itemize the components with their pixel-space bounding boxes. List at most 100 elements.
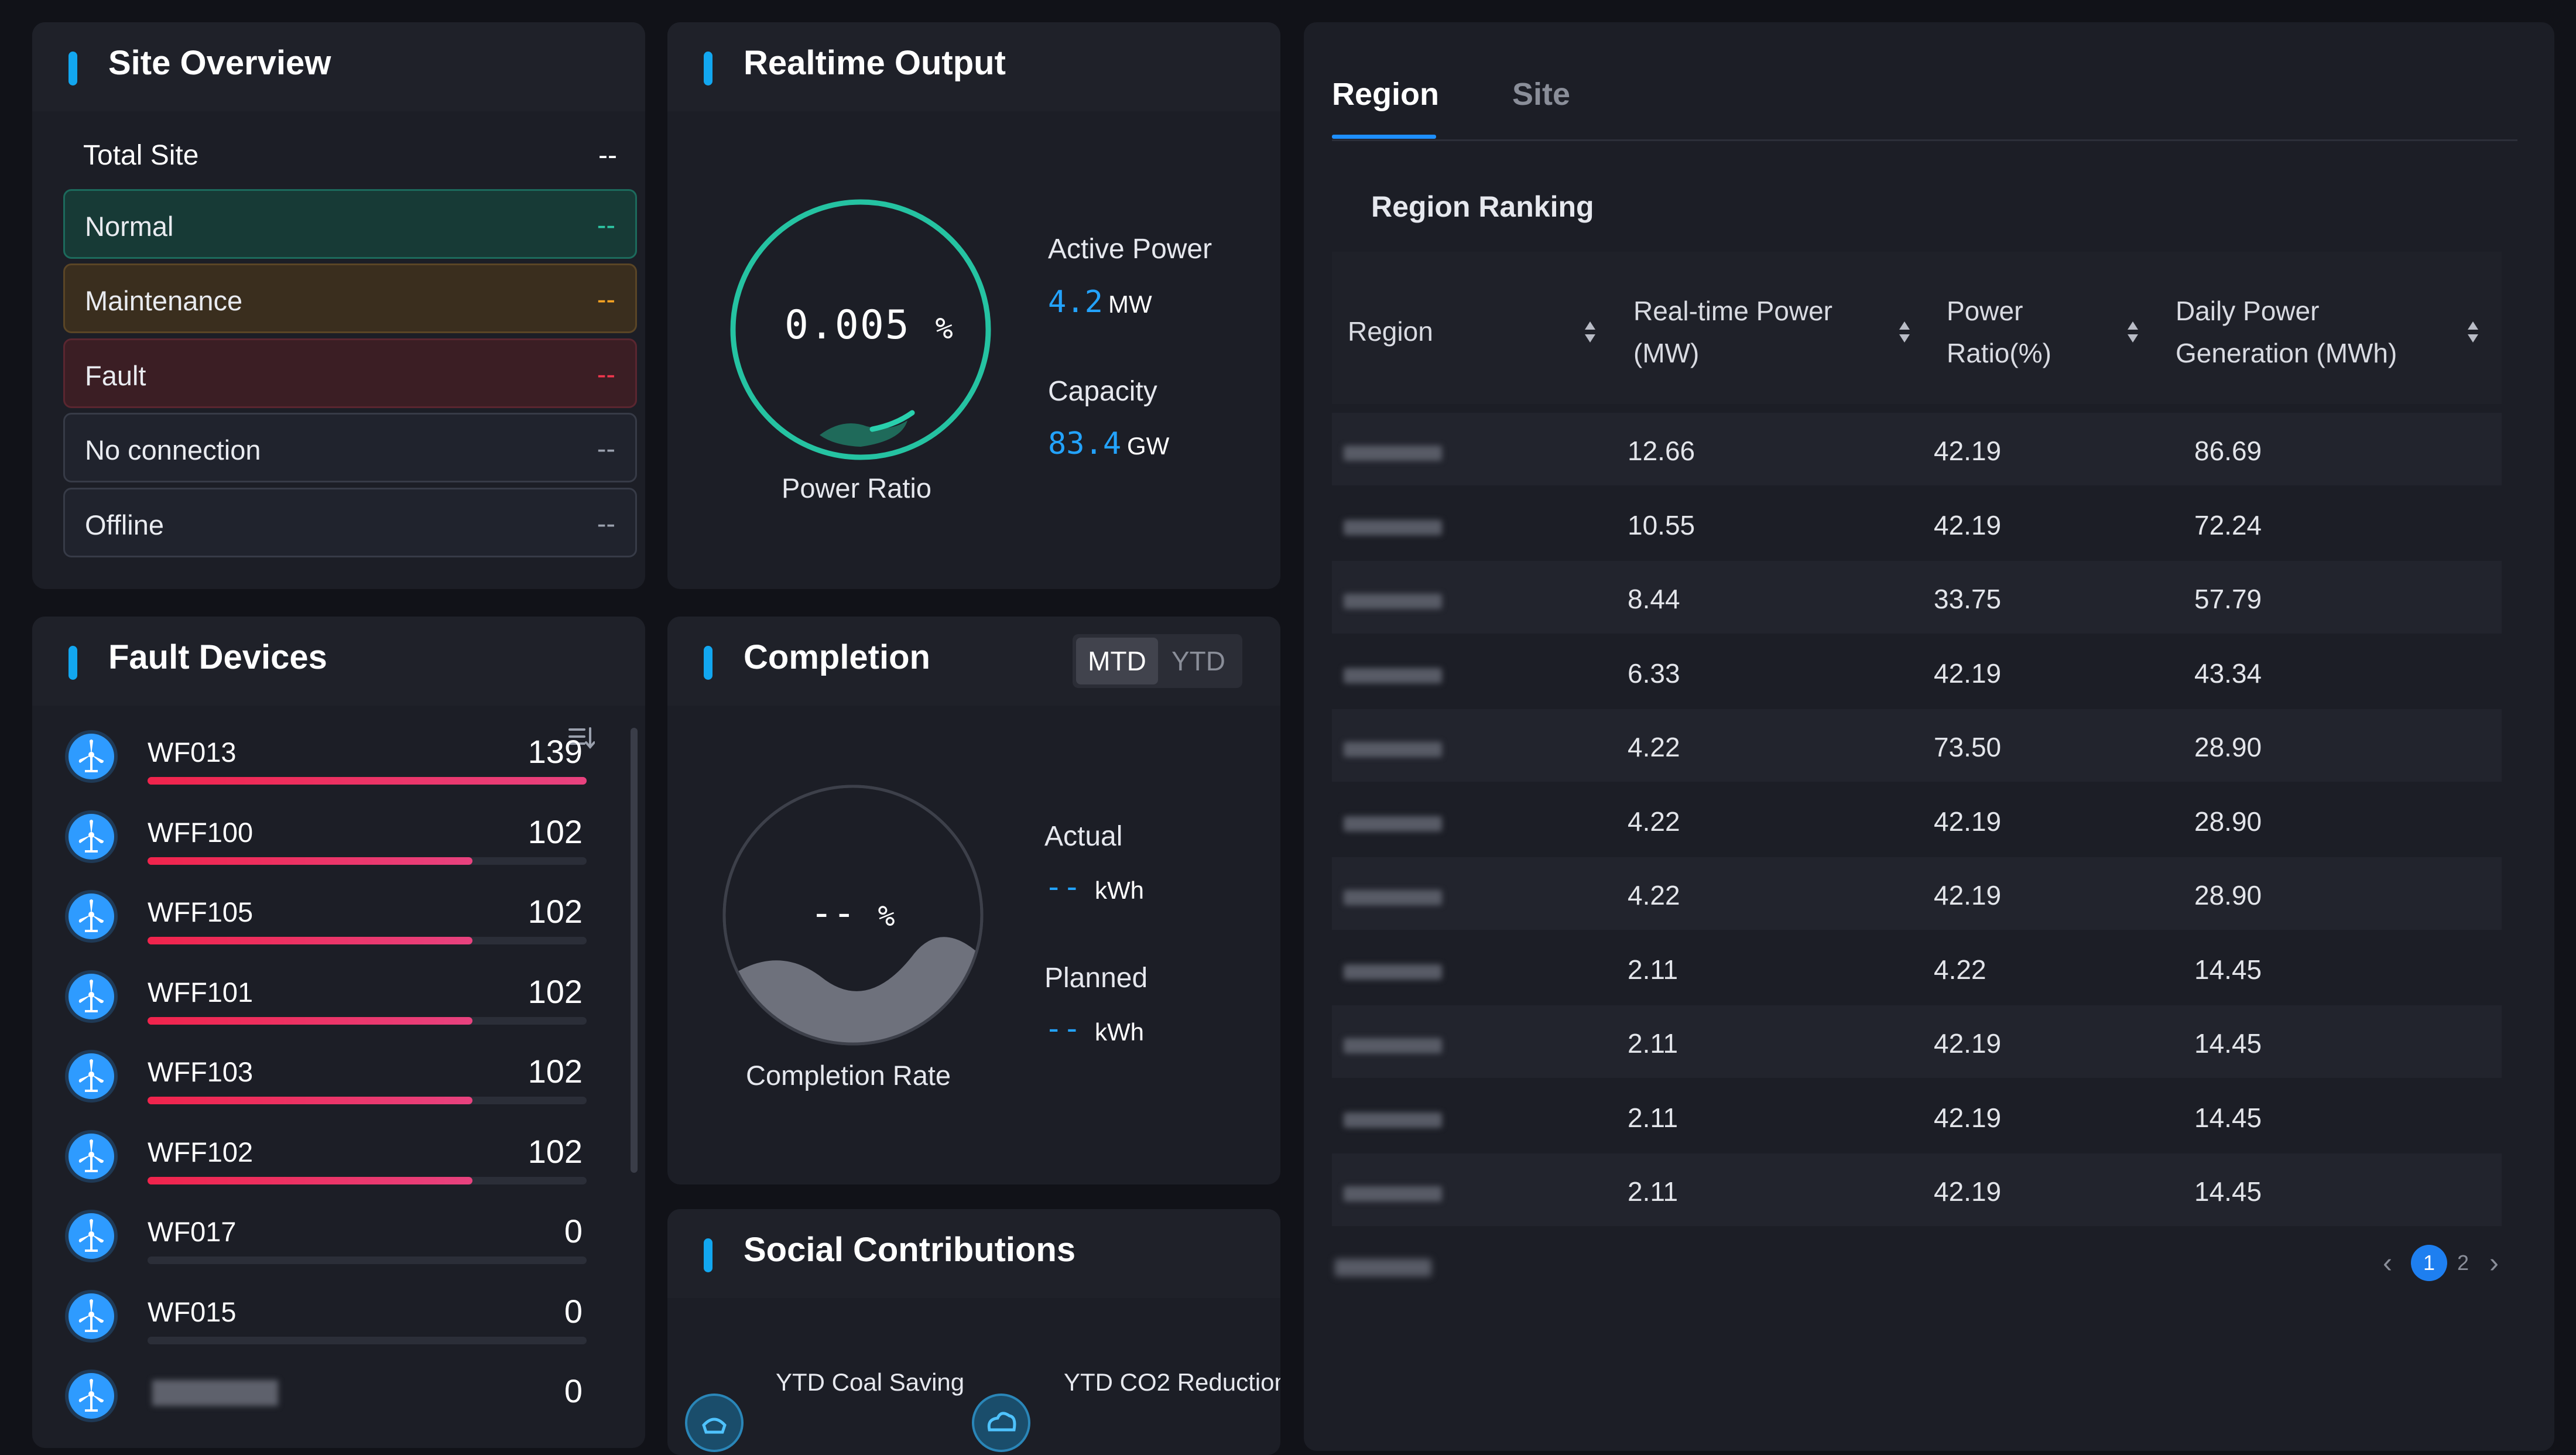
pager-next-button[interactable]: › xyxy=(2489,1248,2499,1279)
table-row[interactable]: 12.66 42.19 86.69 xyxy=(1332,413,2502,485)
completion-wave xyxy=(724,937,982,1044)
social-contributions-header: Social Contributions xyxy=(667,1209,1280,1298)
fault-count: 102 xyxy=(527,813,583,850)
realtime-power-cell: 4.22 xyxy=(1628,732,1680,762)
fault-progress-track xyxy=(148,1257,587,1264)
table-row[interactable]: 8.44 33.75 57.79 xyxy=(1332,561,2502,634)
column-header-realtime-power[interactable]: Real-time Power (MW) xyxy=(1633,290,1832,374)
status-label: Offline xyxy=(85,509,164,540)
region-name-blurred xyxy=(1344,1186,1442,1201)
device-name-blurred xyxy=(152,1380,278,1406)
power-ratio-cell: 42.19 xyxy=(1934,436,2002,466)
power-ratio-unit: % xyxy=(935,311,954,345)
region-name-blurred xyxy=(1344,1112,1442,1128)
fault-progress-track xyxy=(148,1097,587,1104)
power-ratio-cell: 42.19 xyxy=(1934,1176,2002,1207)
table-row[interactable]: 4.22 73.50 28.90 xyxy=(1332,709,2502,782)
list-scrollbar[interactable] xyxy=(631,728,638,1173)
wind-turbine-icon xyxy=(68,1293,114,1339)
fault-count: 102 xyxy=(527,1053,583,1090)
completion-rate-value: -- % xyxy=(810,892,895,935)
column-header-region[interactable]: Region xyxy=(1348,310,1433,352)
region-name-blurred xyxy=(1344,594,1442,609)
fault-device-row[interactable]: 0 xyxy=(32,1368,641,1448)
status-row-fault[interactable]: Fault -- xyxy=(63,338,637,408)
status-label: No connection xyxy=(85,434,261,465)
social-contributions-title: Social Contributions xyxy=(744,1231,1076,1269)
realtime-power-header-line2: (MW) xyxy=(1633,338,1700,368)
toggle-mtd[interactable]: MTD xyxy=(1076,638,1158,684)
status-row-normal[interactable]: Normal -- xyxy=(63,189,637,259)
fault-device-row[interactable]: WFF101 102 xyxy=(32,969,641,1049)
status-row-offline[interactable]: Offline -- xyxy=(63,488,637,557)
active-power-value: 4.2 xyxy=(1048,285,1103,320)
power-ratio-cell: 42.19 xyxy=(1934,806,2002,837)
pager-page-2[interactable]: 2 xyxy=(2457,1251,2469,1275)
realtime-power-cell: 10.55 xyxy=(1628,509,1695,540)
completion-title: Completion xyxy=(744,638,930,676)
fault-device-row[interactable]: WFF103 102 xyxy=(32,1049,641,1128)
fault-count: 102 xyxy=(527,1132,583,1170)
realtime-power-cell: 2.11 xyxy=(1628,954,1678,985)
pager-prev-button[interactable]: ‹ xyxy=(2383,1248,2392,1279)
daily-generation-cell: 28.90 xyxy=(2194,806,2262,837)
table-row[interactable]: 6.33 42.19 43.34 xyxy=(1332,635,2502,708)
wind-turbine-icon xyxy=(68,734,114,779)
daily-generation-header-line2: Generation (MWh) xyxy=(2176,338,2397,368)
fault-progress-fill xyxy=(148,777,587,785)
total-site-row: Total Site -- xyxy=(63,133,637,180)
fault-device-row[interactable]: WF015 0 xyxy=(32,1289,641,1368)
column-header-daily-generation[interactable]: Daily Power Generation (MWh) xyxy=(2176,290,2397,374)
device-name: WF015 xyxy=(148,1296,237,1327)
planned-value: -- xyxy=(1044,1011,1081,1046)
table-row[interactable]: 2.11 42.19 14.45 xyxy=(1332,1005,2502,1078)
sort-icon[interactable] xyxy=(1898,319,1911,345)
region-name-blurred xyxy=(1344,816,1442,831)
table-row[interactable]: 4.22 42.19 28.90 xyxy=(1332,857,2502,930)
status-value: -- xyxy=(597,283,615,314)
table-row[interactable]: 10.55 42.19 72.24 xyxy=(1332,487,2502,560)
status-value: -- xyxy=(597,358,615,389)
tab-site[interactable]: Site xyxy=(1512,77,1571,112)
status-row-maintenance[interactable]: Maintenance -- xyxy=(63,263,637,333)
fault-device-row[interactable]: WFF100 102 xyxy=(32,809,641,889)
power-ratio-cell: 73.50 xyxy=(1934,732,2002,762)
fault-device-row[interactable]: WFF105 102 xyxy=(32,889,641,968)
realtime-power-cell: 4.22 xyxy=(1628,880,1680,910)
fault-count: 102 xyxy=(527,973,583,1010)
fault-device-row[interactable]: WFF102 102 xyxy=(32,1129,641,1208)
table-row[interactable]: 4.22 42.19 28.90 xyxy=(1332,783,2502,856)
tab-region[interactable]: Region xyxy=(1332,77,1439,112)
table-row[interactable]: 2.11 4.22 14.45 xyxy=(1332,931,2502,1004)
fault-device-row[interactable]: WF013 139 xyxy=(32,729,641,809)
completion-rate-gauge xyxy=(722,785,984,1046)
completion-rate-label: Completion Rate xyxy=(746,1060,951,1091)
co2-reduction-label: YTD CO2 Reduction xyxy=(1064,1368,1280,1396)
column-header-power-ratio[interactable]: Power Ratio(%) xyxy=(1947,290,2051,374)
sort-icon[interactable] xyxy=(2467,319,2479,345)
total-site-label: Total Site xyxy=(83,140,199,171)
table-row[interactable]: 2.11 42.19 14.45 xyxy=(1332,1079,2502,1152)
realtime-power-cell: 12.66 xyxy=(1628,436,1695,466)
fault-device-row[interactable]: WF017 0 xyxy=(32,1208,641,1288)
status-row-no-connection[interactable]: No connection -- xyxy=(63,413,637,482)
sort-icon[interactable] xyxy=(1584,319,1597,345)
tab-region-underline xyxy=(1332,135,1436,139)
table-row[interactable]: 2.11 42.19 14.45 xyxy=(1332,1153,2502,1226)
sort-list-icon[interactable] xyxy=(568,725,595,752)
power-ratio-gauge xyxy=(730,199,991,460)
power-ratio-label: Power Ratio xyxy=(782,473,931,504)
sort-icon[interactable] xyxy=(2126,319,2139,345)
capacity-label: Capacity xyxy=(1048,376,1157,407)
fault-progress-track xyxy=(148,777,587,785)
realtime-power-cell: 4.22 xyxy=(1628,806,1680,837)
pager-page-1[interactable]: 1 xyxy=(2411,1245,2447,1281)
device-name: WFF105 xyxy=(148,896,254,927)
status-value: -- xyxy=(597,209,615,240)
ranking-table-header xyxy=(1332,252,2502,404)
toggle-ytd[interactable]: YTD xyxy=(1171,646,1225,676)
fault-progress-track xyxy=(148,1176,587,1184)
realtime-power-cell: 2.11 xyxy=(1628,1102,1678,1133)
gauge-wave xyxy=(820,420,907,447)
fault-progress-track xyxy=(148,937,587,944)
